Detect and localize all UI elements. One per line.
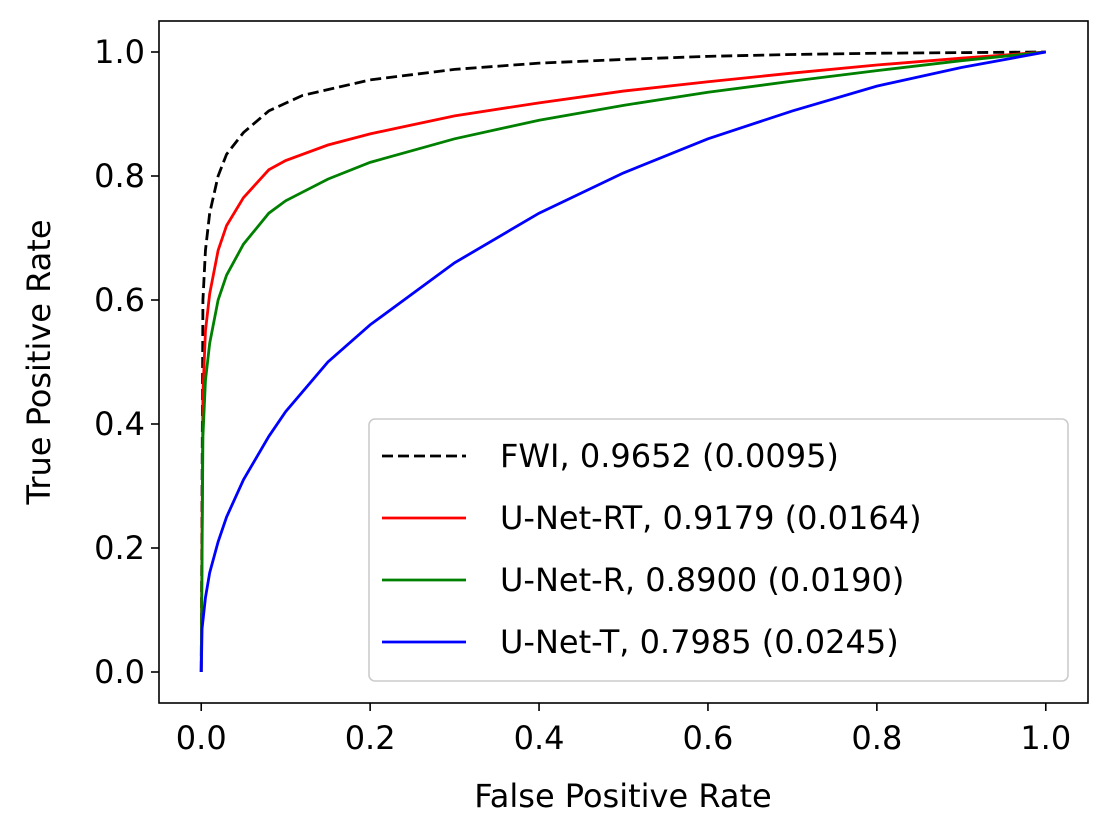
y-axis: 0.0 0.2 0.4 0.6 0.8 1.0 bbox=[94, 33, 159, 691]
x-tick-label: 0.8 bbox=[851, 719, 902, 757]
y-tick-label: 0.2 bbox=[94, 529, 145, 567]
y-tick-label: 0.0 bbox=[94, 653, 145, 691]
x-axis: 0.0 0.2 0.4 0.6 0.8 1.0 bbox=[176, 703, 1071, 757]
axes-frame bbox=[158, 20, 1089, 704]
series-line-1 bbox=[199, 50, 1046, 673]
y-axis-label: True Positive Rate bbox=[20, 219, 58, 505]
y-tick-label: 0.6 bbox=[94, 281, 145, 319]
series-line-0 bbox=[199, 50, 1046, 673]
plot-area bbox=[199, 50, 1047, 673]
legend-label-0: FWI, 0.9652 (0.0095) bbox=[500, 437, 839, 475]
y-tick-label: 1.0 bbox=[94, 33, 145, 71]
series-line-2 bbox=[199, 50, 1046, 673]
legend: FWI, 0.9652 (0.0095) U-Net-RT, 0.9179 (0.… bbox=[368, 418, 1069, 682]
legend-label-3: U-Net-T, 0.7985 (0.0245) bbox=[500, 623, 899, 661]
y-tick-label: 0.8 bbox=[94, 157, 145, 195]
x-tick-label: 0.4 bbox=[514, 719, 565, 757]
x-tick-label: 0.0 bbox=[176, 719, 227, 757]
legend-frame bbox=[368, 418, 1069, 682]
legend-label-1: U-Net-RT, 0.9179 (0.0164) bbox=[500, 499, 922, 537]
x-tick-label: 0.2 bbox=[345, 719, 396, 757]
x-tick-label: 0.6 bbox=[683, 719, 734, 757]
legend-label-2: U-Net-R, 0.8900 (0.0190) bbox=[500, 561, 904, 599]
y-tick-label: 0.4 bbox=[94, 405, 145, 443]
x-axis-label: False Positive Rate bbox=[474, 777, 771, 815]
series-line-3 bbox=[199, 50, 1047, 673]
x-tick-label: 1.0 bbox=[1020, 719, 1071, 757]
